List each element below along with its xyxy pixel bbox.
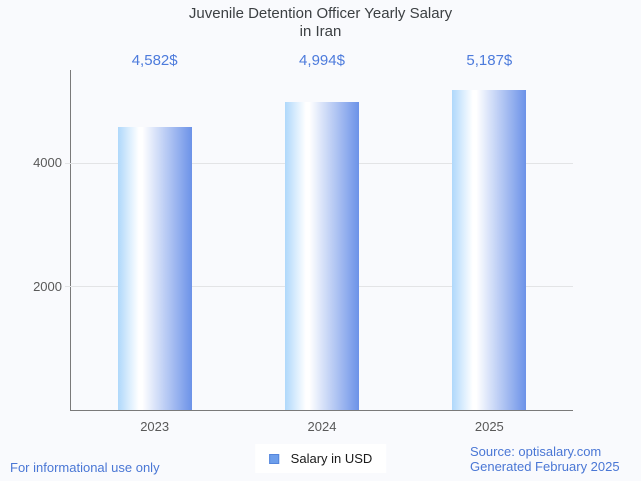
bar-value-label: 4,994$ [299,52,345,69]
legend-label: Salary in USD [290,451,373,466]
legend: Salary in USD [254,444,387,473]
source-line: Source: optisalary.com [470,444,602,459]
plot-area: 2000 4000 4,582$ 2023 4,994$ 2024 5,187$ 2025 [33,53,573,434]
generated-line: Generated February 2025 [470,459,620,474]
y-axis-tick-label: 4000 [33,155,62,170]
disclaimer-text: For informational use only [10,460,160,475]
bar-value-label: 5,187$ [466,52,513,69]
x-axis-category-label: 2024 [307,419,337,434]
chart-title-line2: in Iran [299,23,342,40]
bar-value-label: 4,582$ [131,52,178,69]
x-axis-category-label: 2023 [140,419,170,434]
source-attribution: Source: optisalary.com Generated Februar… [470,444,620,474]
bar-2025 [452,89,527,410]
chart-title: Juvenile Detention Officer Yearly Salary… [0,5,641,41]
y-axis-tick-label: 2000 [33,278,62,294]
x-axis-category-label: 2025 [474,419,504,434]
chart-title-line1: Juvenile Detention Officer Yearly Salary [188,5,453,22]
bar-2024 [285,101,359,410]
bar-2023 [117,127,192,410]
legend-swatch-icon [268,453,279,464]
